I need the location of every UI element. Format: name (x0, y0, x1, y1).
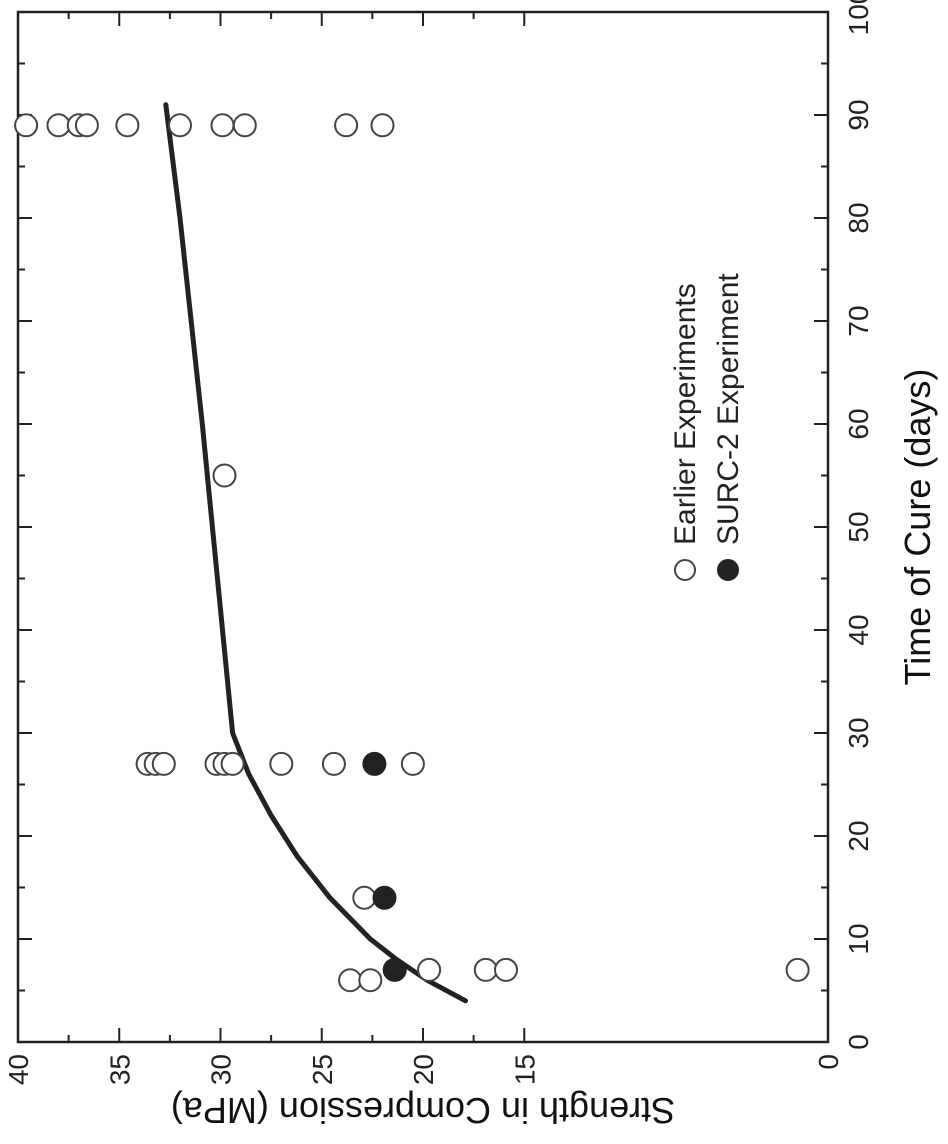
point-earlier-experiments (473, 957, 498, 982)
y-tick-label: 30 (206, 1054, 237, 1085)
axis-ticks: 0 10 20 30 40 50 60 70 80 90 100 0 15 20 25 30 35 40 (3, 0, 874, 1085)
point-earlier-experiments (220, 751, 245, 776)
point-earlier-experiments (232, 113, 257, 138)
point-earlier-experiments (212, 463, 237, 488)
legend-marker-earlier-experiments (674, 559, 696, 581)
plot-frame (16, 10, 830, 1044)
x-tick-label: 50 (843, 511, 874, 542)
point-earlier-experiments (358, 968, 383, 993)
point-earlier-experiments (269, 751, 294, 776)
point-earlier-experiments (334, 113, 359, 138)
x-tick-label: 100 (843, 0, 874, 35)
x-tick-label: 70 (843, 305, 874, 336)
point-earlier-experiments (352, 885, 377, 910)
fit-curve-group (163, 102, 468, 1004)
legend-label-earlier-experiments: Earlier Experiments (669, 283, 702, 545)
y-axis-title: Strength in Compression (MPa) (171, 1090, 675, 1131)
point-earlier-experiments (115, 113, 140, 138)
point-earlier-experiments (74, 113, 99, 138)
y-tick-label: 40 (3, 1054, 34, 1085)
point-earlier-experiments (338, 968, 363, 993)
fit-curve (163, 102, 468, 1004)
x-tick-label: 90 (843, 99, 874, 130)
x-tick-label: 20 (843, 820, 874, 851)
point-earlier-experiments (210, 113, 235, 138)
x-axis-title: Time of Cure (days) (897, 369, 938, 686)
y-tick-label: 35 (104, 1054, 135, 1085)
data-points (14, 113, 810, 993)
legend: Earlier Experiments SURC-2 Experiment (669, 273, 745, 581)
point-earlier-experiments (417, 957, 442, 982)
x-tick-label: 80 (843, 202, 874, 233)
point-surc2-experiment (382, 957, 407, 982)
point-earlier-experiments (785, 957, 810, 982)
x-tick-label: 40 (843, 614, 874, 645)
point-earlier-experiments (151, 751, 176, 776)
x-tick-label: 60 (843, 408, 874, 439)
point-earlier-experiments (494, 957, 518, 982)
y-tick-label: 20 (408, 1054, 439, 1085)
point-earlier-experiments (14, 113, 39, 138)
y-tick-label: 15 (509, 1054, 540, 1085)
point-surc2-experiment (372, 885, 397, 910)
y-tick-label: 25 (307, 1054, 338, 1085)
legend-label-surc2-experiment: SURC-2 Experiment (712, 273, 745, 545)
point-earlier-experiments (321, 751, 346, 776)
legend-marker-surc2-experiment (717, 559, 739, 581)
point-earlier-experiments (46, 113, 71, 138)
point-earlier-experiments (400, 751, 425, 776)
x-tick-label: 0 (843, 1034, 874, 1050)
point-earlier-experiments (168, 113, 192, 138)
plot-border (16, 10, 830, 1044)
y-tick-label: 0 (813, 1054, 844, 1070)
x-tick-label: 30 (843, 717, 874, 748)
point-surc2-experiment (362, 751, 387, 776)
x-tick-label: 10 (843, 923, 874, 954)
point-earlier-experiments (370, 113, 395, 138)
